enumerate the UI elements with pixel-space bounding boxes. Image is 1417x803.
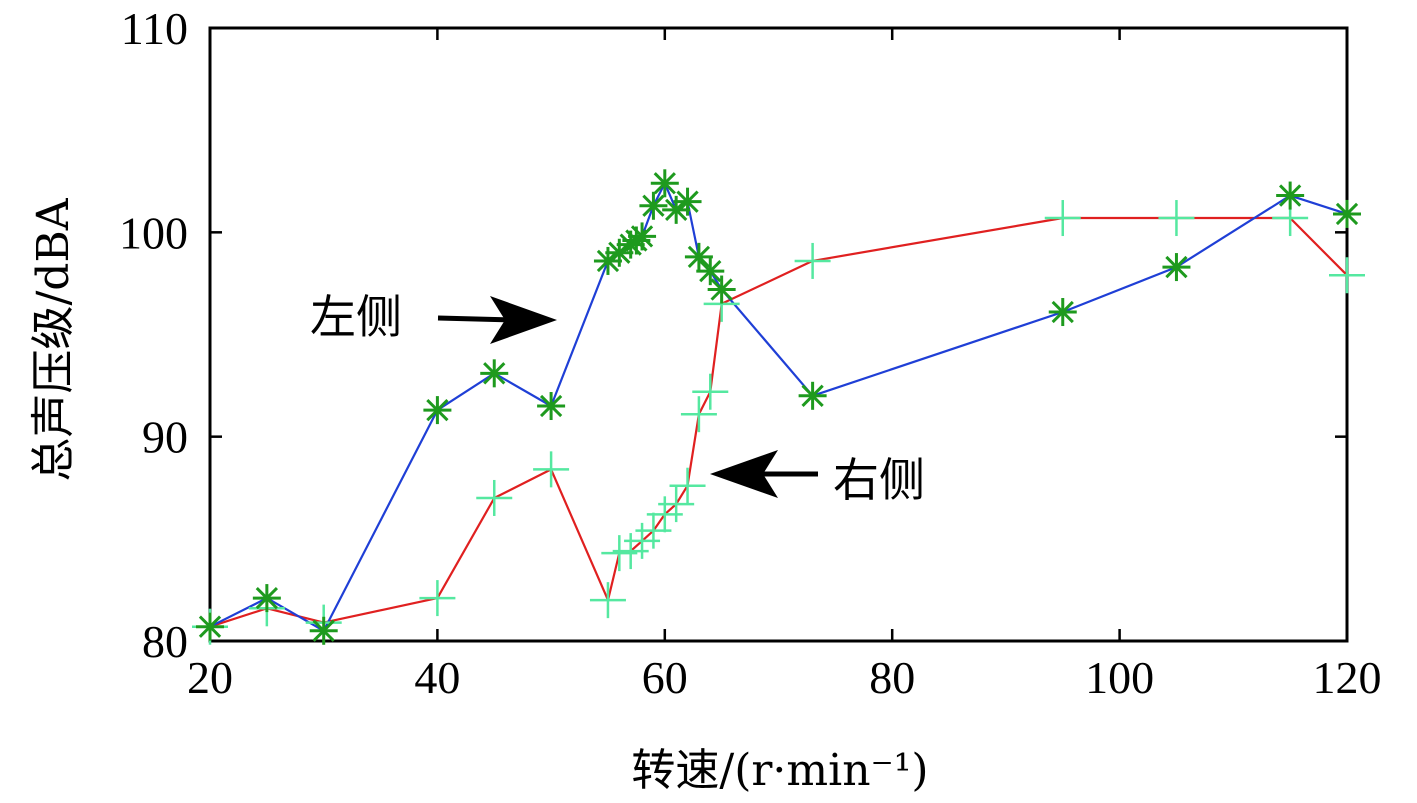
data-point-left: [684, 242, 713, 271]
series-markers: [192, 169, 1365, 645]
data-point-left: [423, 396, 452, 425]
y-tick-label: 110: [121, 3, 188, 54]
annotation-right-side: 右侧: [833, 453, 925, 507]
y-tick-label: 100: [119, 207, 188, 258]
asterisk-d2: [801, 384, 824, 407]
x-tick-label: 60: [642, 652, 688, 703]
data-point-right: [794, 242, 831, 279]
asterisk-d2: [699, 260, 722, 283]
asterisk-d2: [642, 194, 665, 217]
data-point-left: [1048, 298, 1077, 327]
series-line-left: [209, 182, 1348, 632]
data-point-right: [589, 582, 626, 619]
asterisk-d2: [1051, 300, 1074, 324]
data-point-right: [680, 396, 717, 433]
plot-frame: [208, 26, 1349, 643]
asterisk-d2: [312, 619, 335, 642]
asterisk-d2: [710, 278, 733, 301]
x-tick-label: 120: [1313, 652, 1382, 703]
annotation-left-side: 左侧: [310, 290, 402, 344]
series-lines: [209, 182, 1348, 632]
x-tick-label: 40: [414, 652, 460, 703]
data-point-left: [1333, 199, 1361, 228]
data-point-left: [673, 187, 702, 216]
x-tick-label: 20: [187, 652, 233, 703]
data-point-left: [309, 616, 338, 645]
asterisk-d2: [653, 172, 676, 195]
data-point-right: [419, 580, 456, 617]
data-point-left: [1162, 253, 1191, 282]
asterisk-d2: [676, 190, 699, 213]
asterisk-d2: [198, 615, 222, 638]
asterisk-d2: [687, 245, 711, 268]
data-point-left: [707, 275, 736, 304]
asterisk-d2: [426, 398, 449, 422]
plot-border: [208, 26, 1349, 643]
data-point-right: [476, 479, 513, 516]
data-point-right: [692, 373, 729, 410]
data-point-right: [1158, 200, 1195, 237]
annotation-left-arrow: [437, 296, 557, 344]
axis-ticks: 20 40 60 80 100 120 80 90 100 110: [119, 3, 1382, 703]
asterisk-d2: [1335, 202, 1359, 226]
data-point-left: [252, 584, 281, 613]
annotation-right-arrow: [710, 450, 818, 498]
data-point-left: [650, 169, 679, 198]
series-line-right: [209, 216, 1348, 628]
data-point-left: [798, 381, 827, 410]
y-tick-label: 80: [142, 616, 188, 667]
asterisk-d2: [539, 394, 563, 418]
data-point-right: [658, 486, 695, 523]
data-point-right: [1044, 200, 1081, 237]
y-axis-title: 总声压级/dBA: [28, 197, 79, 481]
x-tick-label: 100: [1085, 652, 1154, 703]
asterisk-d2: [1279, 184, 1302, 207]
data-point-right: [1329, 257, 1365, 294]
asterisk-d2: [630, 225, 654, 248]
data-point-left: [696, 257, 725, 286]
asterisk-d2: [483, 362, 506, 385]
data-point-left: [480, 359, 509, 388]
x-tick-label: 80: [869, 652, 915, 703]
data-point-left: [639, 191, 668, 220]
asterisk-d2: [255, 586, 278, 610]
data-point-left: [1276, 181, 1305, 210]
x-axis-title: 转速/(r·min⁻¹): [631, 745, 928, 796]
data-point-left: [537, 392, 566, 421]
data-point-left: [196, 612, 224, 641]
data-point-left: [628, 222, 657, 251]
data-point-right: [669, 467, 706, 504]
asterisk-d2: [1165, 255, 1188, 279]
y-tick-label: 90: [142, 412, 188, 463]
data-point-right: [533, 451, 570, 488]
